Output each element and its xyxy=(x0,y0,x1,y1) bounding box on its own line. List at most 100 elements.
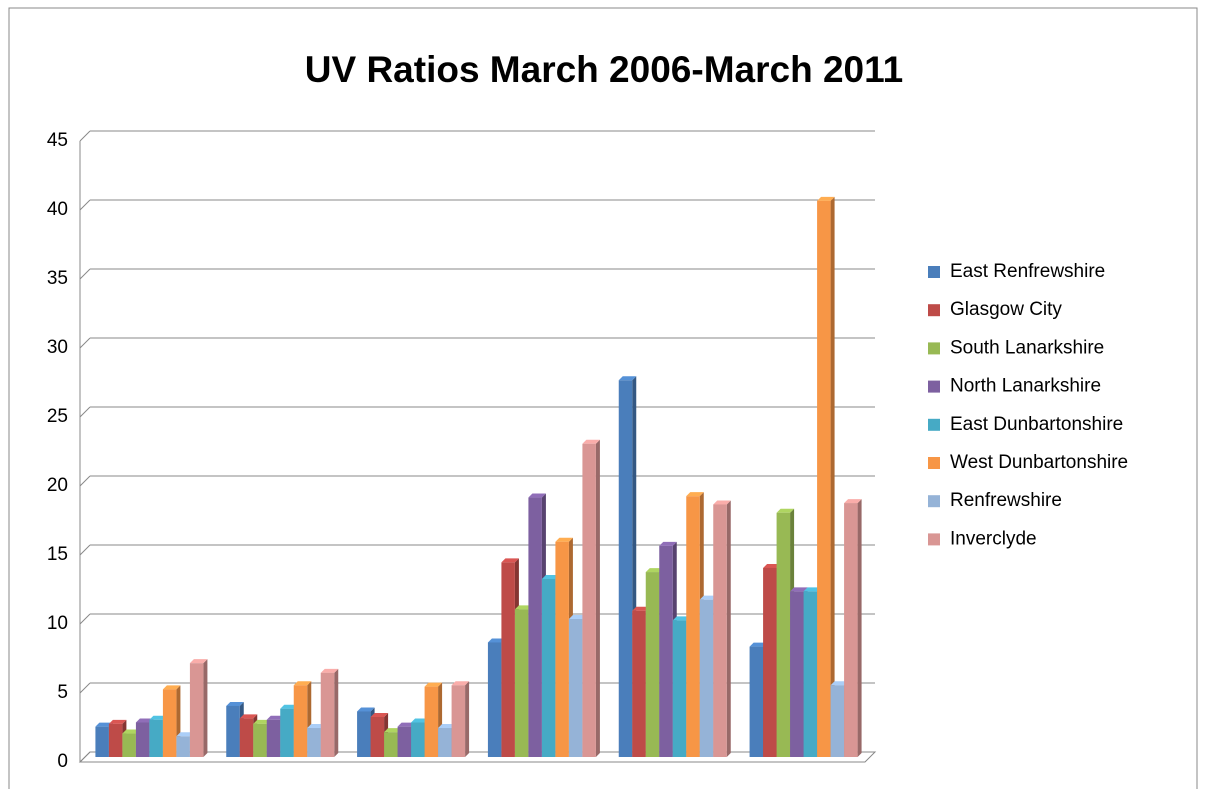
bar xyxy=(817,200,831,758)
bar xyxy=(438,728,452,757)
bar-top xyxy=(487,638,506,643)
bar-side xyxy=(726,500,731,757)
y-tick-label: 25 xyxy=(47,406,68,427)
bar xyxy=(95,726,109,757)
bar-top xyxy=(266,715,285,720)
bar-top xyxy=(280,704,298,709)
grid-line xyxy=(79,613,91,625)
grid-line xyxy=(79,682,91,694)
legend-swatch xyxy=(928,418,940,431)
bar-top xyxy=(320,668,339,673)
bar xyxy=(384,732,398,757)
bar-top xyxy=(541,574,560,579)
y-tick-label: 40 xyxy=(47,199,68,220)
bar-top xyxy=(253,719,271,724)
legend-swatch xyxy=(928,266,940,278)
grid-line xyxy=(79,544,91,556)
bar-top xyxy=(830,681,849,686)
legend-label: Glasgow City xyxy=(950,299,1062,320)
bar-top xyxy=(763,563,781,568)
bar xyxy=(776,512,791,757)
legend-swatch xyxy=(928,495,940,508)
bar xyxy=(501,562,515,757)
chart-frame xyxy=(8,7,1198,789)
bar-top xyxy=(370,712,389,717)
legend-swatch xyxy=(928,533,940,546)
bar-top xyxy=(618,376,637,381)
y-tick-label: 35 xyxy=(47,268,68,289)
y-tick-label: 30 xyxy=(47,337,68,358)
legend-label: South Lanarkshire xyxy=(950,337,1104,358)
bar-top xyxy=(844,499,862,504)
grid-line xyxy=(79,199,91,211)
bar xyxy=(555,541,569,757)
bar-side xyxy=(595,439,600,757)
bar xyxy=(844,503,858,757)
grid-line xyxy=(79,130,91,142)
bar xyxy=(451,685,466,757)
bar-top xyxy=(438,724,456,729)
bar xyxy=(176,736,190,757)
bar-top xyxy=(699,595,718,600)
bar-top xyxy=(149,715,167,720)
bar-top xyxy=(176,732,194,737)
bar xyxy=(790,591,804,757)
bar-side xyxy=(857,499,862,757)
bar-top xyxy=(803,587,822,592)
bar-top xyxy=(384,728,402,733)
bar xyxy=(582,443,596,757)
legend-swatch xyxy=(928,304,940,317)
bar-top xyxy=(686,492,704,497)
legend-swatch xyxy=(928,342,940,355)
grid-line xyxy=(79,337,91,349)
bar xyxy=(320,672,335,757)
bar-top xyxy=(135,718,154,723)
y-tick-label: 45 xyxy=(47,130,68,151)
bar xyxy=(659,545,673,757)
y-tick-label: 15 xyxy=(47,544,68,565)
bar-top xyxy=(189,659,208,664)
bar-top xyxy=(424,682,443,687)
y-tick-label: 10 xyxy=(47,613,68,634)
bar xyxy=(108,723,123,757)
bar xyxy=(162,689,177,757)
grid-line xyxy=(79,268,91,280)
bar-top xyxy=(568,615,587,619)
bar-top xyxy=(514,605,533,610)
bar-top xyxy=(162,685,181,690)
bar xyxy=(749,646,764,757)
legend-swatch xyxy=(928,457,940,469)
bar xyxy=(239,718,254,757)
bar xyxy=(830,685,845,757)
y-tick-label: 0 xyxy=(57,751,68,772)
bar-side xyxy=(465,681,470,757)
bar-top xyxy=(307,724,325,729)
bar-top xyxy=(817,196,835,201)
bar-top xyxy=(528,493,546,498)
bar-top xyxy=(713,500,731,505)
legend-swatch xyxy=(928,380,940,393)
bar-side xyxy=(203,659,208,757)
bar xyxy=(672,620,687,757)
bar-top xyxy=(95,722,113,727)
bar xyxy=(266,719,281,757)
bar xyxy=(763,567,777,757)
bar xyxy=(307,728,321,757)
bar xyxy=(397,726,412,757)
bar xyxy=(411,722,425,757)
bar-side xyxy=(334,668,339,757)
bar-top xyxy=(749,642,768,647)
legend-label: East Dunbartonshire xyxy=(950,414,1123,435)
bar xyxy=(487,642,502,757)
bar-top xyxy=(645,568,664,573)
bar xyxy=(568,619,583,757)
bar xyxy=(253,723,267,757)
bar-top xyxy=(776,508,795,513)
bar xyxy=(713,504,727,757)
bar xyxy=(135,722,150,757)
bar xyxy=(514,609,529,757)
bar-top xyxy=(411,718,429,723)
grid-line xyxy=(79,751,91,763)
bar xyxy=(189,663,204,757)
